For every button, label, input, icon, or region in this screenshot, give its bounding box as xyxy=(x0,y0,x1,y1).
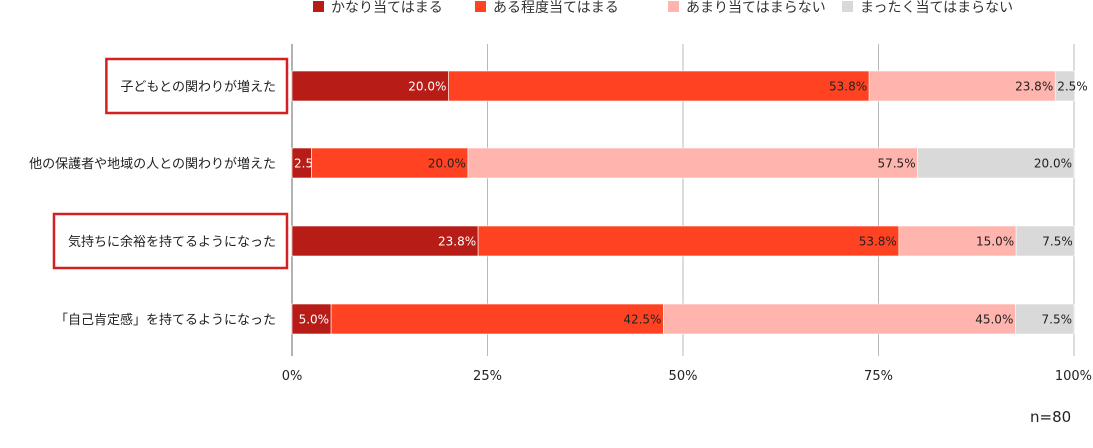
sample-size-note: n=80 xyxy=(1030,408,1072,426)
value-label-r4-s2: 42.5% xyxy=(623,313,661,327)
bar-segment-r2-s4 xyxy=(917,147,1075,179)
bars: 20.0% 53.8% 23.8% 2.5%2.5% 20.0% 57.5% 20.0%23… xyxy=(291,70,1088,335)
category-label-4: 「自己肯定感」を持てるようになった xyxy=(55,312,276,328)
value-label-r4-s1: 5.0% xyxy=(299,313,330,327)
value-label-r3-s2: 53.8% xyxy=(859,235,897,249)
bar-segment-r1-s1 xyxy=(291,70,449,102)
category-label-3: 気持ちに余裕を持てるようになった xyxy=(68,234,276,250)
value-label-r4-s3: 45.0% xyxy=(975,313,1013,327)
legend-label-3: あまり当てはまらない xyxy=(686,0,826,16)
value-label-r1-s4: 2.5% xyxy=(1057,80,1088,94)
bar-segment-r4-s1 xyxy=(291,303,332,335)
legend-label-4: まったく当てはまらない xyxy=(860,0,1013,16)
bar-segment-r2-s2 xyxy=(311,147,469,179)
value-label-r3-s4: 7.5% xyxy=(1042,235,1073,249)
bar-segment-r1-s3 xyxy=(868,70,1056,102)
highlight-box-1 xyxy=(105,57,289,115)
x-axis-ticks: 0% 25% 50% 75% 100% xyxy=(282,369,1092,384)
category-label-2: 他の保護者や地域の人との関わりが増えた xyxy=(29,156,276,172)
value-label-r3-s3: 15.0% xyxy=(976,235,1014,249)
category-label-1: 子どもとの関わりが増えた xyxy=(120,80,276,95)
value-label-r1-s1: 20.0% xyxy=(408,80,446,94)
legend-swatch-2 xyxy=(475,1,486,12)
value-label-r1-s3: 23.8% xyxy=(1015,80,1053,94)
legend-swatch-4 xyxy=(842,1,853,12)
value-label-r3-s1: 23.8% xyxy=(438,235,476,249)
x-tick-label-3: 50% xyxy=(669,369,698,384)
bar-segment-r3-s2 xyxy=(477,225,900,257)
x-tick-label-2: 25% xyxy=(473,369,502,384)
legend-label-1: かなり当てはまる xyxy=(331,0,443,16)
value-label-r2-s4: 20.0% xyxy=(1034,157,1072,171)
bar-segment-r1-s4 xyxy=(1054,70,1076,102)
x-tick-label-5: 100% xyxy=(1055,369,1092,384)
category-labels: 子どもとの関わりが増えた他の保護者や地域の人との関わりが増えた気持ちに余裕を持て… xyxy=(29,57,289,328)
bar-segment-r4-s2 xyxy=(330,303,664,335)
value-label-r2-s3: 57.5% xyxy=(877,157,915,171)
bar-segment-r4-s4 xyxy=(1015,303,1075,335)
highlight-box-3 xyxy=(52,212,289,270)
bar-segment-r4-s3 xyxy=(663,303,1016,335)
value-label-r2-s2: 20.0% xyxy=(428,157,466,171)
value-label-r1-s2: 53.8% xyxy=(829,80,867,94)
legend-swatch-1 xyxy=(313,1,324,12)
bar-segment-r3-s4 xyxy=(1015,225,1076,257)
bar-segment-r2-s3 xyxy=(467,147,918,179)
x-tick-label-1: 0% xyxy=(282,369,303,384)
legend-swatch-3 xyxy=(668,1,679,12)
legend-label-2: ある程度当てはまる xyxy=(493,0,619,16)
x-tick-label-4: 75% xyxy=(864,369,893,384)
value-label-r4-s4: 7.5% xyxy=(1042,313,1073,327)
bar-segment-r1-s2 xyxy=(448,70,870,102)
legend: かなり当てはまる ある程度当てはまる あまり当てはまらない まったく当てはまらない xyxy=(313,0,1013,16)
